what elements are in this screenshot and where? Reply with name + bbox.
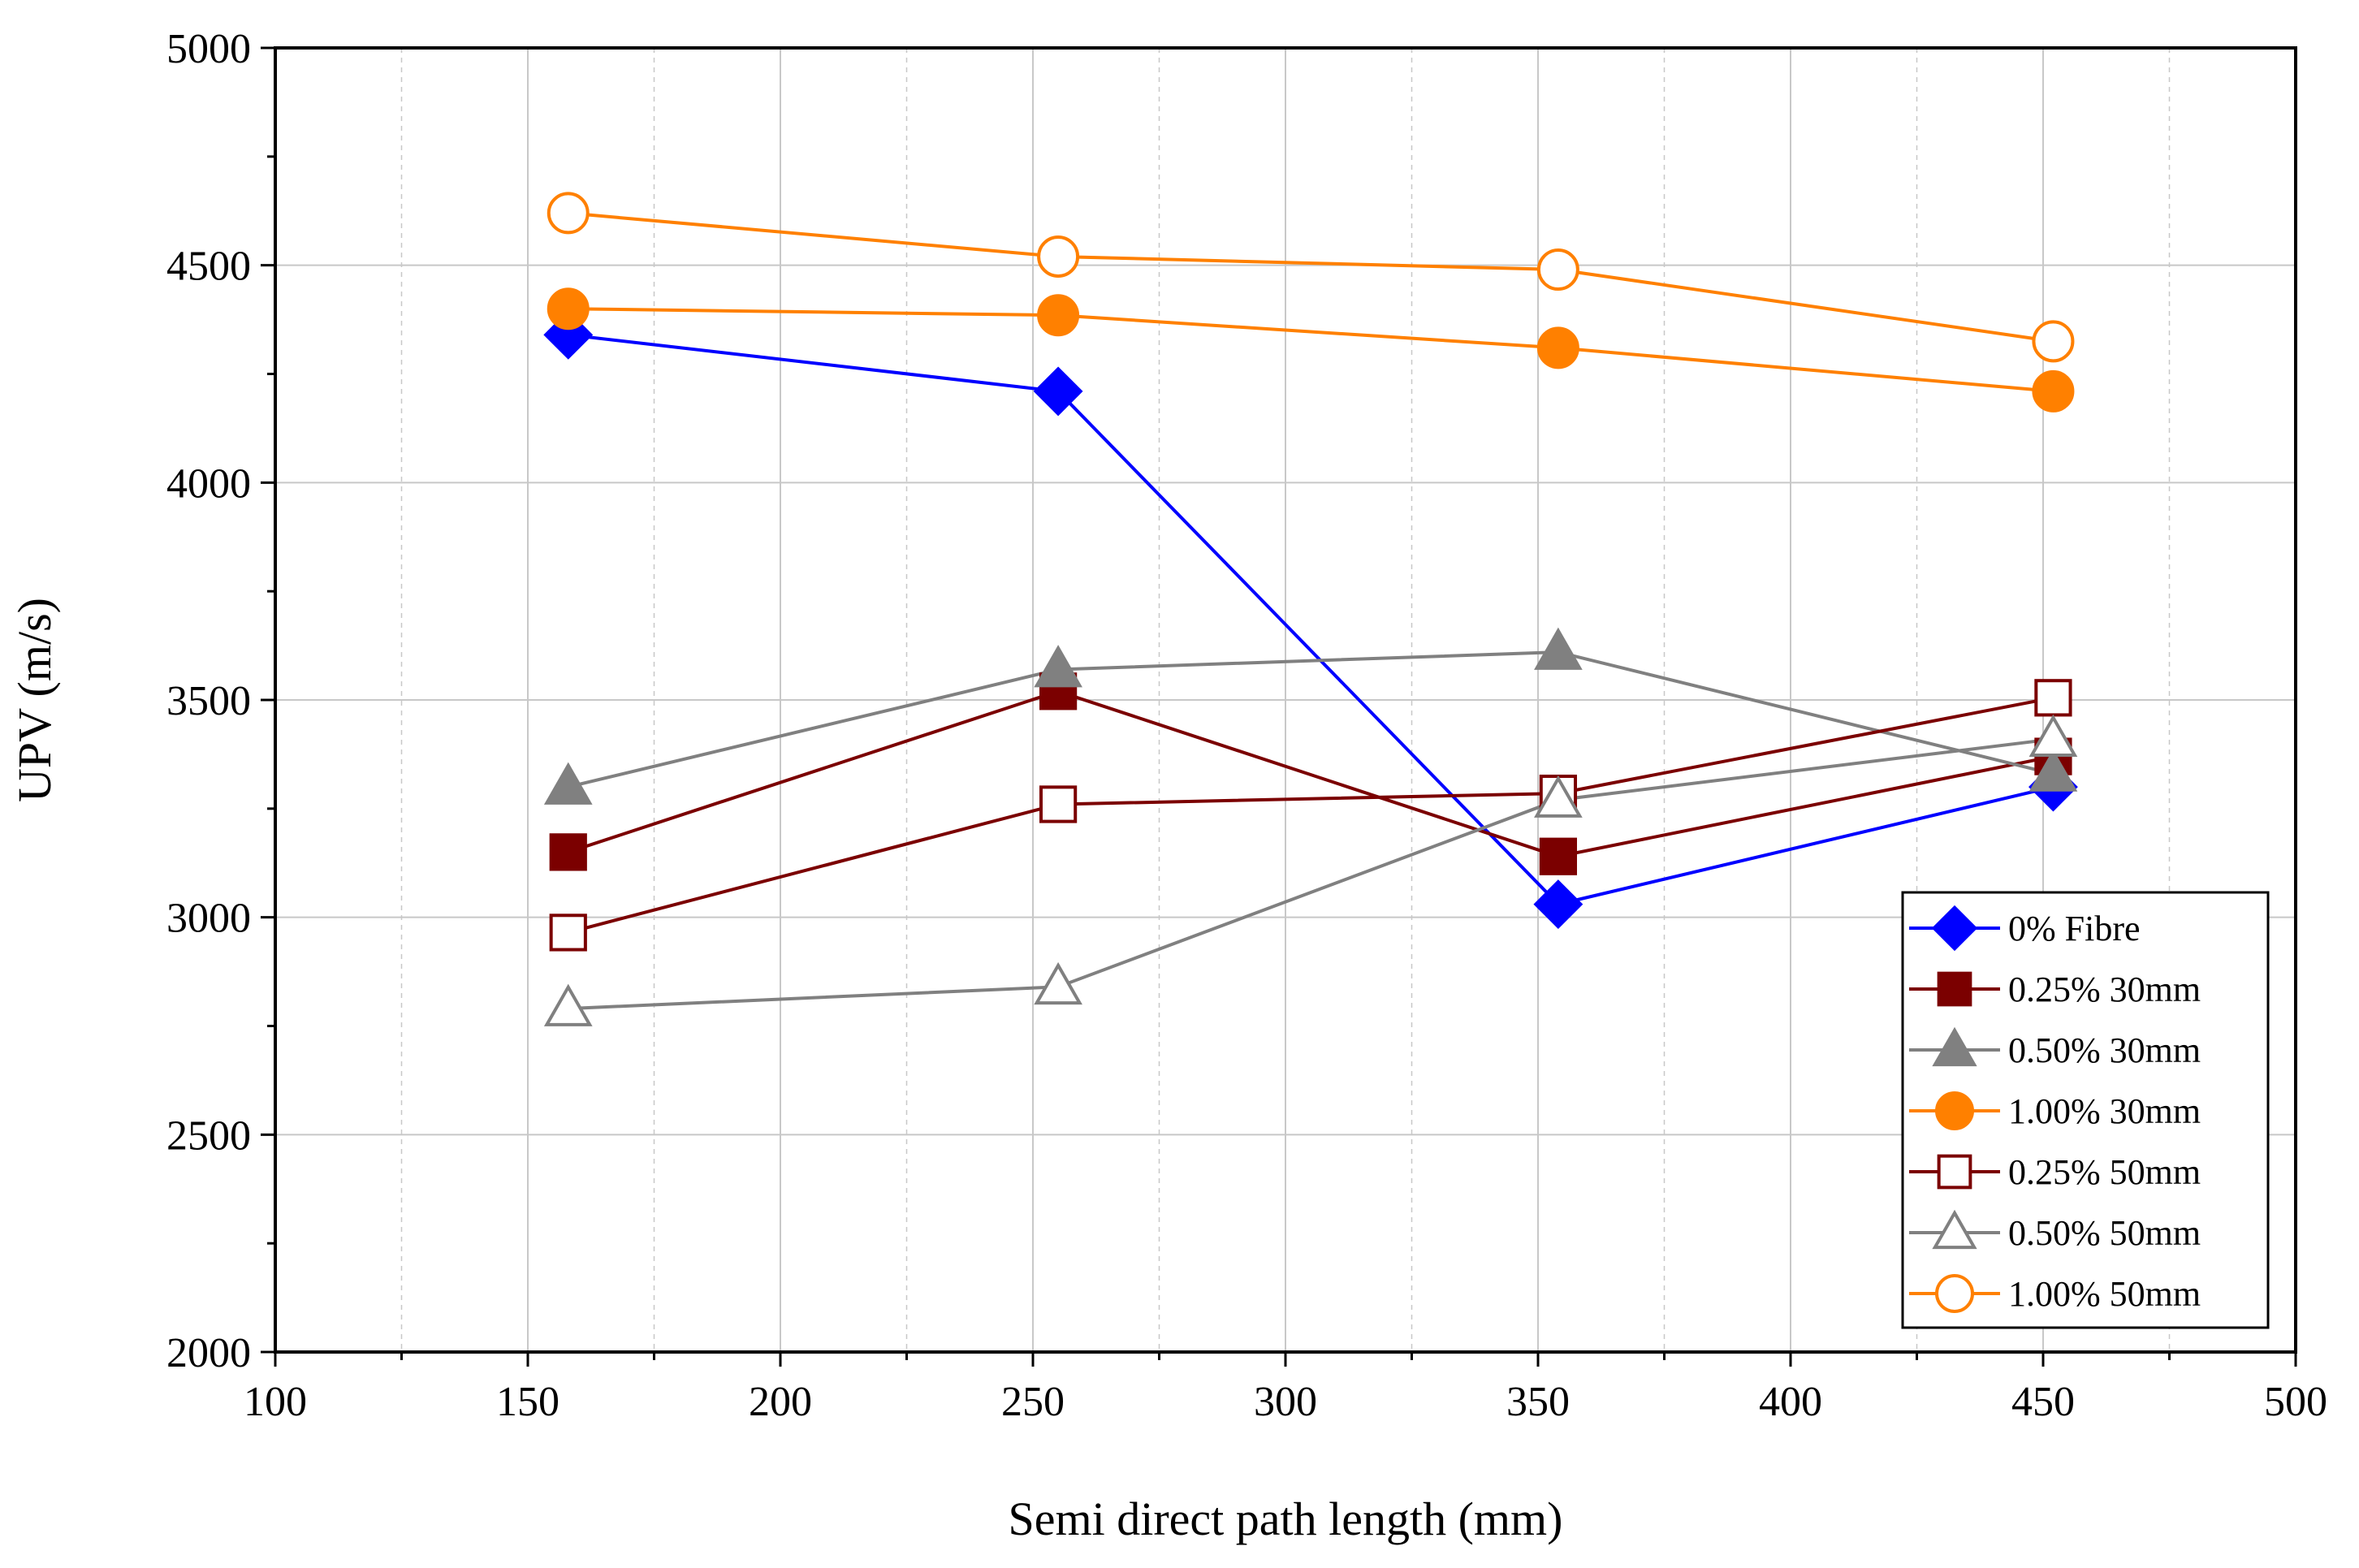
data-point-s2-p1 — [1034, 645, 1082, 688]
data-point-s4-p0 — [549, 914, 587, 952]
x-tick-label: 250 — [1001, 1379, 1065, 1425]
data-point-s3-p3 — [2032, 369, 2075, 413]
x-tick-label: 450 — [2011, 1379, 2075, 1425]
legend-marker — [1937, 971, 1972, 1007]
series-line-1 — [568, 689, 2054, 858]
data-point-s5-p2 — [1534, 775, 1583, 818]
data-point-s1-p2 — [1539, 837, 1578, 875]
data-point-s6-p3 — [2032, 320, 2075, 363]
legend-marker — [1932, 1026, 1977, 1067]
series-line-3 — [568, 307, 2054, 393]
y-tick-label: 4500 — [166, 244, 251, 290]
series-layer — [543, 192, 2078, 1026]
data-point-s6-p0 — [547, 192, 590, 235]
y-tick-label: 4000 — [166, 460, 251, 507]
legend-entry-label: 1.00% 30mm — [2008, 1091, 2201, 1131]
data-point-s6-p2 — [1536, 248, 1579, 292]
y-tick-label: 2000 — [166, 1330, 251, 1376]
data-point-s3-p0 — [547, 287, 590, 330]
x-tick-label: 500 — [2264, 1379, 2327, 1425]
y-tick-label: 2500 — [166, 1112, 251, 1159]
data-point-s3-p1 — [1037, 294, 1080, 337]
x-axis-title: Semi direct path length (mm) — [1009, 1492, 1563, 1545]
y-tick-label: 3500 — [166, 678, 251, 724]
x-tick-label: 400 — [1759, 1379, 1822, 1425]
x-tick-label: 300 — [1254, 1379, 1317, 1425]
x-tick-label: 200 — [749, 1379, 812, 1425]
legend-entry-label: 0.25% 50mm — [2008, 1152, 2201, 1192]
legend-marker — [1937, 1154, 1972, 1190]
data-point-s5-p0 — [543, 983, 593, 1026]
series-line-6 — [568, 211, 2054, 343]
legend-marker — [1935, 1274, 1974, 1313]
x-tick-label: 350 — [1506, 1379, 1570, 1425]
axes-layer: 100 150 200 250 300 350 400 450 500 2000 2500 3000 3… — [166, 26, 2327, 1425]
legend-entry-label: 0.50% 50mm — [2008, 1213, 2201, 1253]
data-point-s3-p2 — [1536, 326, 1579, 369]
legend-entry-label: 1.00% 50mm — [2008, 1274, 2201, 1314]
data-point-s2-p2 — [1534, 627, 1583, 670]
data-point-s6-p1 — [1037, 235, 1080, 278]
legend-entry-label: 0.50% 30mm — [2008, 1030, 2201, 1070]
x-tick-label: 150 — [496, 1379, 560, 1425]
y-axis-title: UPV (m/s) — [8, 598, 61, 802]
legend-entry-label: 0% Fibre — [2008, 909, 2141, 948]
data-point-s4-p1 — [1039, 785, 1078, 823]
data-point-s0-p1 — [1033, 366, 1083, 417]
data-point-s5-p1 — [1034, 961, 1082, 1005]
series-line-2 — [568, 650, 2054, 789]
data-point-s2-p0 — [543, 762, 593, 805]
legend-marker — [1935, 1091, 1974, 1130]
y-tick-label: 5000 — [166, 26, 251, 72]
y-tick-label: 3000 — [166, 896, 251, 942]
series-line-0 — [568, 333, 2054, 906]
data-point-s2-p3 — [2028, 749, 2078, 792]
series-line-5 — [568, 737, 2054, 1011]
data-point-s1-p0 — [549, 833, 587, 871]
legend-marker — [1931, 905, 1978, 952]
series-line-4 — [568, 696, 2054, 935]
data-point-s0-p2 — [1533, 879, 1583, 930]
legend-marker — [1932, 1209, 1977, 1250]
x-tick-label: 100 — [244, 1379, 307, 1425]
data-point-s4-p3 — [2034, 679, 2072, 717]
data-point-s5-p3 — [2028, 714, 2078, 757]
legend-entry-label: 0.25% 30mm — [2008, 970, 2201, 1009]
legend: 0% Fibre 0.25% 30mm 0.50% 30mm 1.00% 30mm 0.… — [1901, 891, 2270, 1329]
